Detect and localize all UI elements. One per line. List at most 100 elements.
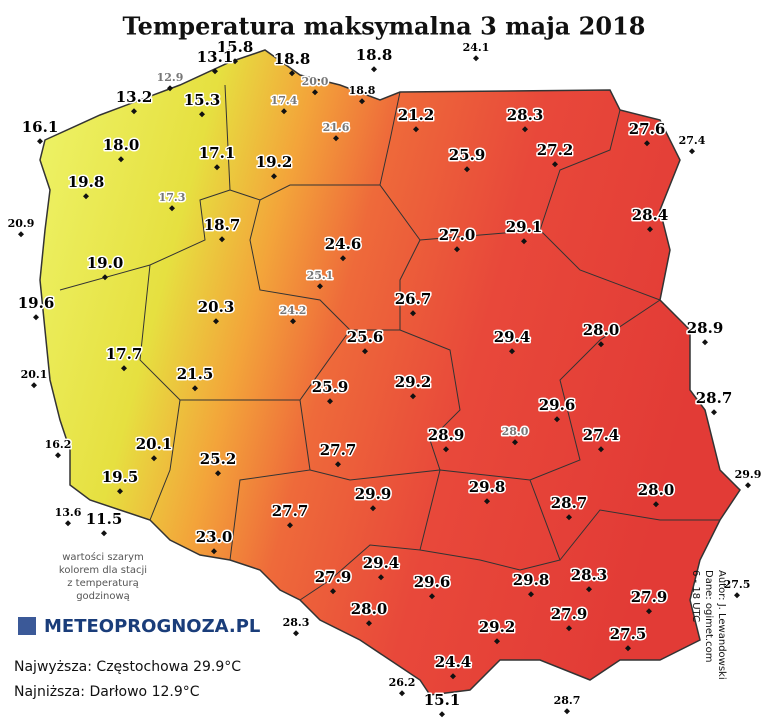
station-value: 27.4: [583, 426, 620, 444]
station-marker: [564, 708, 570, 715]
station-marker: [734, 592, 740, 599]
station-value: 28.0: [638, 481, 675, 499]
station-value: 29.8: [469, 478, 506, 496]
station-value: 25.6: [347, 328, 384, 346]
station-marker: [31, 382, 37, 389]
station-marker: [647, 226, 653, 233]
station-value: 21.6: [323, 121, 350, 134]
station-marker: [214, 164, 220, 171]
station-value: 27.2: [537, 141, 574, 159]
station-marker: [312, 89, 318, 96]
station-marker: [494, 638, 500, 645]
station-value: 20.1: [136, 435, 173, 453]
station-value: 29.6: [414, 573, 451, 591]
station-marker: [429, 593, 435, 600]
station-value: 16.2: [45, 438, 72, 451]
station-marker: [335, 461, 341, 468]
station-value: 17.3: [159, 191, 186, 204]
station-value: 11.5: [86, 510, 123, 528]
legend-note: wartości szarym kolorem dla stacji z tempe…: [59, 551, 147, 602]
station-value: 27.9: [315, 568, 352, 586]
station-marker: [281, 108, 287, 115]
station-marker: [450, 673, 456, 680]
station-value: 19.6: [18, 294, 55, 312]
station-marker: [121, 365, 127, 372]
station-value: 20.9: [8, 217, 35, 230]
station-marker: [212, 68, 218, 75]
note-line: z temperaturą: [67, 578, 138, 589]
station-value: 29.4: [494, 328, 531, 346]
note-line: godzinową: [76, 591, 130, 602]
station-marker: [554, 416, 560, 423]
station-value: 16.1: [22, 118, 59, 136]
station-value: 24.4: [435, 653, 472, 671]
station-marker: [287, 522, 293, 529]
station-marker: [33, 314, 39, 321]
highest-station: Najwyższa: Częstochowa 29.9°C: [14, 659, 241, 675]
station-marker: [413, 126, 419, 133]
country-shape: [39, 49, 741, 696]
station-marker: [521, 238, 527, 245]
station-value: 27.4: [679, 134, 706, 147]
station-marker: [522, 126, 528, 133]
station-value: 25.9: [312, 378, 349, 396]
station-marker: [625, 645, 631, 652]
logo: METEOPROGNOZA.PL: [18, 616, 260, 637]
station-value: 26.7: [395, 290, 432, 308]
station-marker: [646, 608, 652, 615]
station-value: 19.0: [87, 254, 124, 272]
station-value: 13.2: [116, 88, 153, 106]
station-marker: [102, 274, 108, 281]
station-value: 17.7: [106, 345, 143, 363]
station-value: 15.8: [217, 38, 254, 56]
station-value: 25.2: [200, 450, 237, 468]
region-borders: [59, 84, 720, 601]
station-marker: [215, 470, 221, 477]
station-marker: [586, 586, 592, 593]
station-value: 27.6: [629, 120, 666, 138]
note-line: kolorem dla stacji: [59, 565, 147, 576]
station-value: 25.9: [449, 146, 486, 164]
station-marker: [512, 439, 518, 446]
station-marker: [653, 501, 659, 508]
credit-line: 6 - 18 UTC: [690, 570, 701, 622]
map-title: Temperatura maksymalna 3 maja 2018: [123, 12, 646, 41]
station-marker: [439, 711, 445, 718]
station-marker: [410, 310, 416, 317]
station-marker: [327, 398, 333, 405]
station-value: 28.0: [351, 600, 388, 618]
station-value: 28.0: [583, 321, 620, 339]
station-value: 18.8: [274, 50, 311, 68]
station-value: 28.3: [571, 566, 608, 584]
logo-text: METEOPROGNOZA.PL: [44, 616, 260, 637]
station-value: 28.3: [283, 616, 310, 629]
station-marker: [443, 446, 449, 453]
station-marker: [317, 283, 323, 290]
station-marker: [65, 520, 71, 527]
station-value: 24.2: [280, 304, 307, 317]
station-marker: [117, 488, 123, 495]
station-marker: [219, 236, 225, 243]
station-marker: [473, 55, 479, 62]
station-value: 29.6: [539, 396, 576, 414]
station-marker: [566, 514, 572, 521]
station-value: 27.9: [631, 588, 668, 606]
station-marker: [378, 574, 384, 581]
station-marker: [454, 246, 460, 253]
station-marker: [359, 98, 365, 105]
station-value: 18.8: [349, 84, 376, 97]
station-marker: [37, 138, 43, 145]
station-marker: [745, 482, 751, 489]
station-marker: [330, 588, 336, 595]
station-value: 29.2: [479, 618, 516, 636]
station-value: 28.0: [502, 425, 529, 438]
station-value: 27.5: [724, 578, 751, 591]
station-marker: [598, 341, 604, 348]
station-value: 17.1: [199, 144, 236, 162]
station-value: 28.9: [428, 426, 465, 444]
station-value: 20.0: [302, 75, 329, 88]
station-value: 29.2: [395, 373, 432, 391]
station-marker: [464, 166, 470, 173]
